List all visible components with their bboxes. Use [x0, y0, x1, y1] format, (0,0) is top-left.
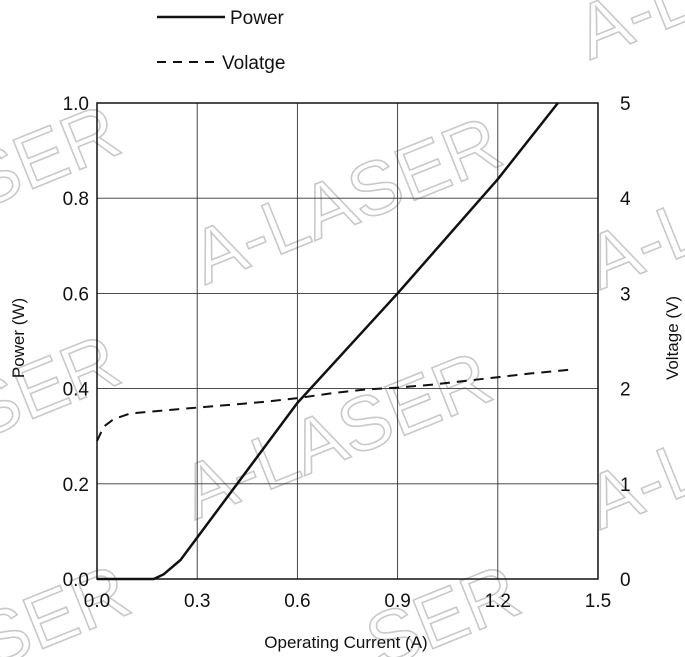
- legend: Power Volatge: [157, 8, 285, 74]
- x-tick-label: 1.2: [485, 591, 511, 612]
- x-axis-title: Operating Current (A): [264, 633, 427, 652]
- x-tick-label: 1.5: [585, 591, 611, 612]
- right-y-tick-label: 1: [620, 475, 631, 496]
- x-tick-label: 0.6: [284, 591, 310, 612]
- x-tick-label: 0.9: [384, 591, 410, 612]
- left-y-tick-label: 0.2: [63, 475, 89, 496]
- right-y-axis-title: Voltage (V): [663, 296, 682, 380]
- x-tick-label: 0.3: [184, 591, 210, 612]
- left-y-axis-title: Power (W): [9, 298, 28, 378]
- legend-label-power: Power: [230, 8, 285, 29]
- right-y-tick-labels: 0 1 2 3 4 5: [620, 94, 631, 591]
- legend-label-voltage: Volatge: [222, 53, 285, 74]
- x-tick-label: 0.0: [84, 591, 110, 612]
- series-layer: [96, 102, 572, 581]
- x-tick-labels: 0.0 0.3 0.6 0.9 1.2 1.5: [84, 591, 611, 612]
- left-y-tick-label: 1.0: [63, 94, 89, 115]
- voltage-series-line: [96, 368, 572, 442]
- right-y-tick-label: 3: [620, 284, 631, 305]
- watermark-text: A-LASER: [565, 0, 685, 76]
- right-y-tick-label: 4: [620, 189, 631, 210]
- left-y-tick-label: 0.4: [63, 380, 90, 401]
- left-y-tick-label: 0.6: [63, 284, 89, 305]
- left-y-tick-label: 0.0: [63, 570, 89, 591]
- power-series-line: [97, 102, 559, 581]
- watermark-text: SER: [0, 548, 141, 657]
- left-y-tick-label: 0.8: [63, 189, 89, 210]
- left-y-tick-labels: 0.0 0.2 0.4 0.6 0.8 1.0: [63, 94, 90, 591]
- plot-frame: [96, 102, 599, 580]
- right-y-tick-label: 0: [620, 570, 631, 591]
- grid-lines: [97, 103, 598, 579]
- right-y-tick-label: 5: [620, 94, 631, 115]
- right-y-tick-label: 2: [620, 380, 631, 401]
- watermark-text: A-LASER: [180, 100, 513, 301]
